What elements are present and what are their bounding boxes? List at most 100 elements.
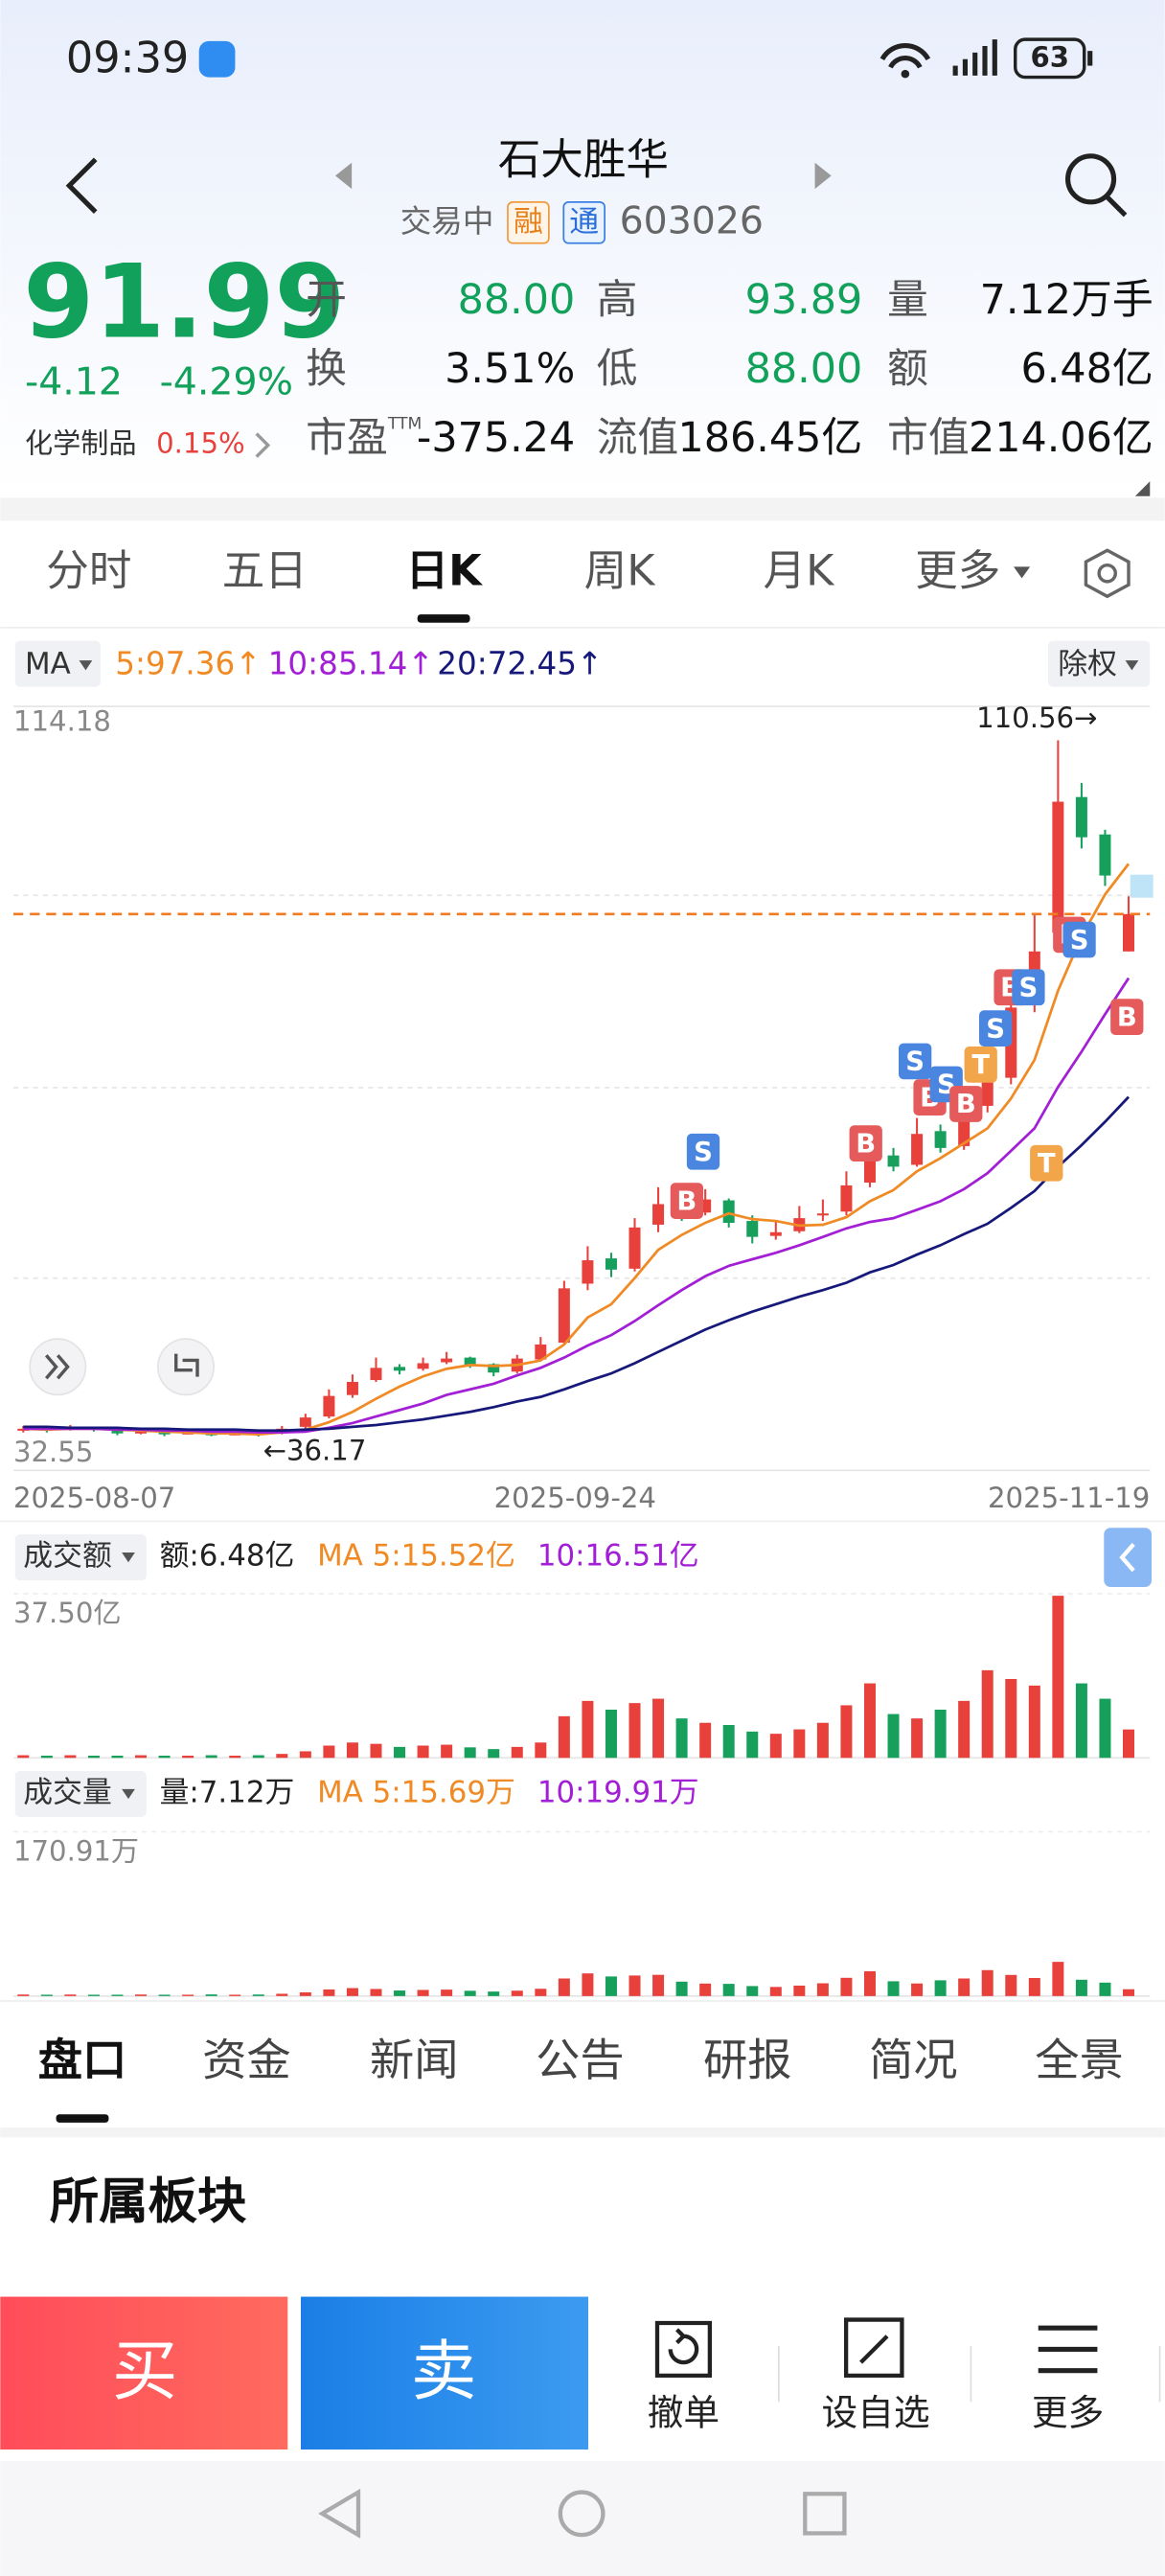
bar <box>652 1698 665 1759</box>
badge-connect-text: 通 <box>569 205 599 240</box>
period-tab[interactable]: 五日 <box>222 545 308 595</box>
tool-label[interactable]: 更多 <box>1032 2391 1104 2433</box>
bar <box>511 1746 523 1759</box>
period-tab[interactable]: 月K <box>764 545 836 595</box>
trade-signal[interactable] <box>979 1010 1013 1046</box>
bar <box>1075 1683 1087 1759</box>
bar <box>135 1994 148 1996</box>
trade-signal[interactable] <box>686 1133 720 1170</box>
settings-icon[interactable] <box>1084 548 1131 599</box>
y-tick-label: 170.91万 <box>13 1835 139 1868</box>
header-bg <box>0 0 1165 494</box>
bar <box>17 1755 30 1759</box>
bar <box>958 1700 971 1759</box>
info-tab[interactable]: 全景 <box>1035 2035 1124 2086</box>
nav-back[interactable] <box>318 2488 361 2539</box>
caret <box>79 660 93 671</box>
signal-icon <box>952 39 997 76</box>
candle-body <box>535 1344 547 1360</box>
caret <box>1125 660 1139 671</box>
watch-icon[interactable] <box>844 2317 904 2378</box>
sector-arrow[interactable] <box>255 432 271 458</box>
trade-signal-label: T <box>971 1050 990 1080</box>
cancel-icon[interactable] <box>654 2320 712 2378</box>
info-tab[interactable]: 研报 <box>703 2035 792 2086</box>
trade-signal[interactable] <box>964 1046 997 1083</box>
next-stock[interactable] <box>814 162 832 190</box>
candle-body <box>1052 801 1064 933</box>
bar <box>182 1755 194 1759</box>
back-button[interactable] <box>65 157 98 214</box>
trade-signal-label: S <box>986 1014 1005 1044</box>
tab-indicator <box>417 614 470 623</box>
trade-signal[interactable] <box>849 1125 882 1162</box>
dropdown-caret <box>1014 566 1031 579</box>
panel-select[interactable] <box>14 1771 147 1817</box>
search-button[interactable] <box>1064 153 1117 205</box>
period-tab[interactable]: 日K <box>406 545 484 595</box>
info-tab[interactable]: 盘口 <box>38 2035 127 2086</box>
info-tab[interactable]: 资金 <box>202 2035 291 2086</box>
more-icon[interactable] <box>1038 2325 1098 2374</box>
info-tab[interactable]: 新闻 <box>370 2035 459 2086</box>
bar <box>511 1990 523 1996</box>
adjust-select[interactable] <box>1048 640 1151 687</box>
candle-body <box>1075 796 1087 838</box>
info-tab[interactable]: 公告 <box>536 2035 625 2086</box>
expand-corner[interactable] <box>1134 481 1151 496</box>
trade-signal-label: T <box>1038 1149 1056 1179</box>
info-tab[interactable]: 简况 <box>869 2035 958 2086</box>
panel-ma-legend: 10:19.91万 <box>537 1776 699 1810</box>
trade-signal[interactable] <box>1030 1144 1063 1182</box>
battery-tip <box>1087 51 1093 66</box>
trade-signal[interactable] <box>899 1043 932 1080</box>
candle-body <box>1123 913 1134 952</box>
stat-label: 市盈 <box>306 414 388 462</box>
period-tab[interactable]: 周K <box>584 545 657 595</box>
bar <box>111 1755 124 1759</box>
trade-signal[interactable] <box>949 1086 983 1122</box>
candle-body <box>605 1258 617 1270</box>
sell-button[interactable] <box>301 2296 588 2450</box>
trade-signal[interactable] <box>1062 921 1096 958</box>
buy-label: 买 <box>112 2334 178 2410</box>
nav-home[interactable] <box>558 2490 605 2538</box>
indicator-select[interactable] <box>14 640 101 687</box>
tool-label[interactable]: 撤单 <box>648 2391 720 2433</box>
bar <box>582 1973 594 1996</box>
bar <box>182 1994 194 1996</box>
bar <box>464 1990 476 1996</box>
prev-stock[interactable] <box>335 162 353 190</box>
period-tab[interactable]: 更多 <box>915 545 1000 595</box>
bar <box>605 1709 617 1759</box>
y-tick-label: 32.55 <box>13 1436 93 1468</box>
status-time: 09:39 <box>66 33 189 82</box>
period-tab[interactable]: 分时 <box>46 545 131 595</box>
x-tick-label: 2025-11-19 <box>988 1482 1150 1514</box>
panel-select[interactable] <box>14 1534 147 1581</box>
indicator-label: MA <box>25 647 71 681</box>
trade-signal[interactable] <box>670 1183 703 1219</box>
bar <box>628 1975 641 1996</box>
bar <box>605 1976 617 1996</box>
tool-label[interactable]: 设自选 <box>821 2391 929 2433</box>
trade-signal-label: B <box>1117 1002 1137 1032</box>
collapse-tab[interactable] <box>1104 1528 1152 1587</box>
crop-button[interactable] <box>157 1338 215 1396</box>
buy-button[interactable] <box>0 2296 288 2450</box>
sector-name[interactable]: 化学制品 <box>25 427 137 460</box>
x-tick-label: 2025-08-07 <box>13 1482 175 1514</box>
trade-signal-label: B <box>676 1186 697 1216</box>
nav-recent[interactable] <box>803 2492 847 2536</box>
bar <box>417 1745 429 1759</box>
bar <box>40 1994 53 1996</box>
bar <box>441 1990 453 1996</box>
candle-body <box>135 1431 148 1434</box>
ma-line <box>23 862 1131 1437</box>
stat-label: 额 <box>887 345 928 393</box>
min-annotation: ←36.17 <box>263 1434 367 1466</box>
trade-signal[interactable] <box>1012 969 1045 1006</box>
trade-signal[interactable] <box>1110 999 1144 1035</box>
bar <box>1028 1685 1040 1759</box>
